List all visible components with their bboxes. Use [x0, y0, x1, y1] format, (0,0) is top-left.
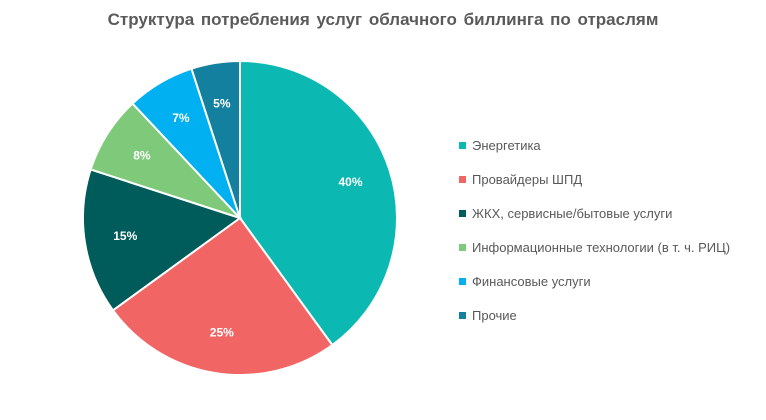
- legend-swatch: [459, 277, 466, 285]
- slice-data-label-4: 8%: [133, 149, 151, 163]
- legend-label: Прочие: [472, 307, 517, 323]
- pie-slice-2: [111, 216, 334, 376]
- pie-slice-6: [190, 59, 241, 219]
- pie-slice-3: [82, 168, 243, 312]
- legend-swatch: [459, 175, 466, 183]
- chart-legend: Энергетика Провайдеры ШПД ЖКХ, сервисные/б…: [459, 128, 730, 332]
- legend-label: Энергетика: [472, 137, 541, 153]
- slice-data-label-6: 5%: [213, 96, 231, 110]
- slice-data-label-1: 40%: [338, 175, 362, 189]
- pie-slice-1: [239, 59, 398, 347]
- legend-swatch: [459, 311, 466, 319]
- legend-item-5: Финансовые услуги: [459, 264, 730, 298]
- legend-item-1: Энергетика: [459, 128, 730, 162]
- legend-label: Провайдеры ШПД: [472, 171, 583, 187]
- legend-label: Информационные технологии (в т. ч. РИЦ): [472, 239, 731, 255]
- legend-swatch: [459, 243, 466, 251]
- legend-item-3: ЖКХ, сервисные/бытовые услуги: [459, 196, 730, 230]
- legend-item-2: Провайдеры ШПД: [459, 162, 730, 196]
- legend-swatch: [459, 141, 466, 149]
- legend-label: ЖКХ, сервисные/бытовые услуги: [472, 205, 673, 221]
- legend-swatch: [459, 209, 466, 217]
- slice-data-label-2: 25%: [210, 326, 234, 340]
- legend-label: Финансовые услуги: [472, 273, 591, 289]
- chart-title: Структура потребления услуг облачного би…: [107, 10, 659, 29]
- slice-data-label-3: 15%: [113, 229, 137, 243]
- legend-item-6: Прочие: [459, 298, 730, 332]
- legend-item-4: Информационные технологии (в т. ч. РИЦ): [459, 230, 730, 264]
- slice-data-label-5: 7%: [172, 111, 190, 125]
